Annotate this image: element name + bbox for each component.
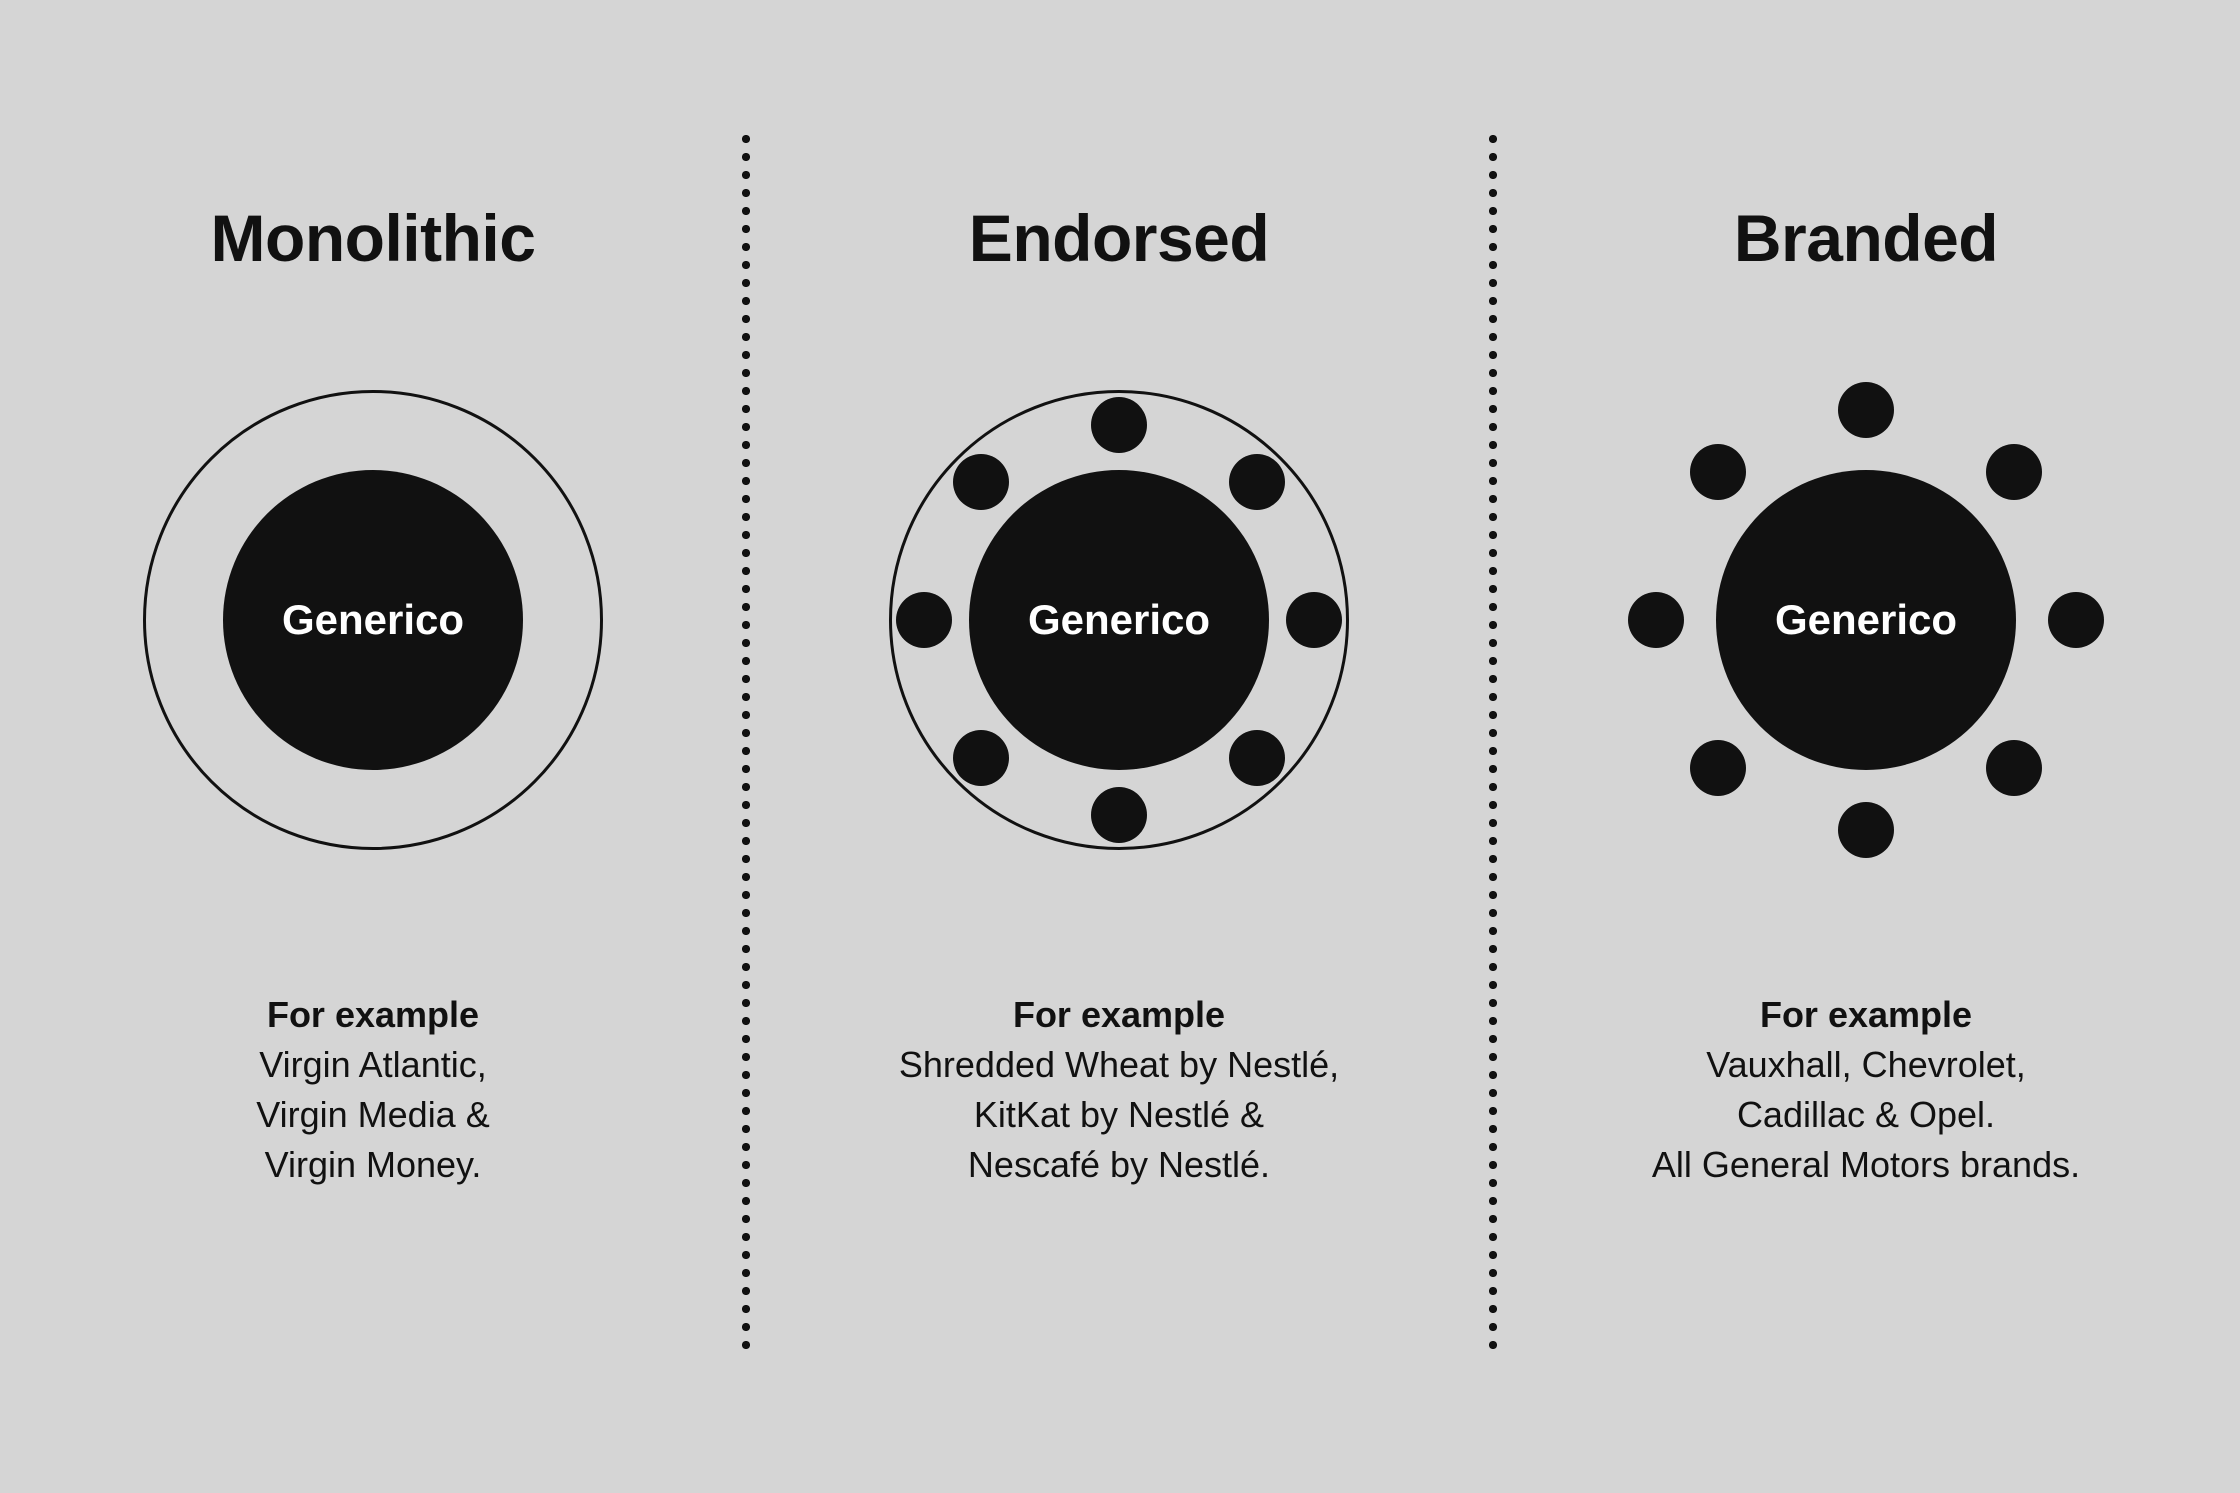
core-circle: Generico [1716,470,2016,770]
caption-lead: For example [1493,990,2239,1040]
infographic-canvas: MonolithicGenericoFor exampleVirgin Atla… [0,0,2240,1493]
satellite-dot [953,454,1009,510]
caption-line: Nescafé by Nestlé. [746,1140,1492,1190]
caption-line: Virgin Atlantic, [0,1040,746,1090]
satellite-dot [1986,444,2042,500]
panel-title: Endorsed [746,200,1492,276]
satellite-dot [1986,740,2042,796]
core-label: Generico [282,596,464,644]
panel-title: Monolithic [0,200,746,276]
satellite-dot [1286,592,1342,648]
satellite-dot [1838,382,1894,438]
satellite-dot [1628,592,1684,648]
satellite-dot [2048,592,2104,648]
panel-branded: Branded Generico For exampleVauxhall, Chev… [1493,0,2239,1493]
caption-lead: For example [0,990,746,1040]
caption-lead: For example [746,990,1492,1040]
caption-line: Shredded Wheat by Nestlé, [746,1040,1492,1090]
caption-line: Vauxhall, Chevrolet, [1493,1040,2239,1090]
panel-caption: For exampleVauxhall, Chevrolet,Cadillac … [1493,990,2239,1190]
satellite-dot [1838,802,1894,858]
diagram-endorsed: Generico [889,390,1349,850]
caption-line: KitKat by Nestlé & [746,1090,1492,1140]
panel-title: Branded [1493,200,2239,276]
caption-line: All General Motors brands. [1493,1140,2239,1190]
core-label: Generico [1028,596,1210,644]
panel-monolithic: Monolithic Generico For exampleVirgin Atla… [0,0,746,1493]
caption-line: Virgin Media & [0,1090,746,1140]
satellite-dot [1690,740,1746,796]
core-circle: Generico [969,470,1269,770]
satellite-dot [896,592,952,648]
diagram-monolithic: Generico [143,390,603,850]
panel-caption: For exampleShredded Wheat by Nestlé,KitK… [746,990,1492,1190]
caption-line: Cadillac & Opel. [1493,1090,2239,1140]
satellite-dot [1690,444,1746,500]
panel-endorsed: Endorsed Generico For exampleShredded Whea… [746,0,1492,1493]
satellite-dot [1091,787,1147,843]
core-circle: Generico [223,470,523,770]
satellite-dot [1091,397,1147,453]
caption-line: Virgin Money. [0,1140,746,1190]
satellite-dot [953,730,1009,786]
panel-caption: For exampleVirgin Atlantic,Virgin Media … [0,990,746,1190]
core-label: Generico [1775,596,1957,644]
satellite-dot [1229,730,1285,786]
diagram-branded: Generico [1636,390,2096,850]
satellite-dot [1229,454,1285,510]
